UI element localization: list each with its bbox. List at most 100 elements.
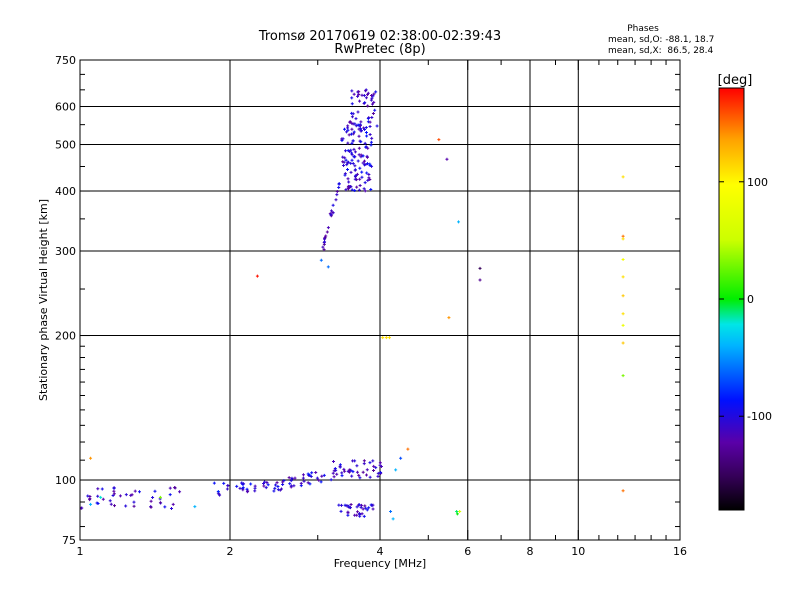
data-point: [340, 137, 344, 141]
data-point: [151, 495, 155, 499]
data-point: [347, 149, 351, 153]
data-point: [352, 130, 356, 134]
data-point: [362, 462, 366, 466]
data-point: [350, 89, 354, 93]
data-point: [170, 506, 174, 510]
data-point: [264, 486, 268, 490]
data-point: [343, 156, 347, 160]
data-point: [346, 128, 350, 132]
data-point: [381, 336, 385, 340]
data-point: [335, 472, 339, 476]
data-point: [370, 102, 374, 106]
data-point: [290, 476, 294, 480]
data-point: [339, 503, 343, 507]
data-point: [350, 153, 354, 157]
data-point: [362, 159, 366, 163]
data-point: [358, 99, 362, 103]
colorbar-tick-label: -100: [747, 410, 772, 423]
data-point: [357, 127, 361, 131]
data-point: [367, 172, 371, 176]
data-point: [266, 483, 270, 487]
data-point: [158, 501, 162, 505]
data-point: [369, 188, 373, 192]
data-point: [357, 90, 361, 94]
y-tick-label: 300: [55, 245, 76, 258]
data-point: [356, 510, 360, 514]
data-point: [332, 469, 336, 473]
data-point: [320, 474, 324, 478]
data-point: [350, 102, 354, 106]
data-point: [281, 480, 285, 484]
data-point: [132, 504, 136, 508]
data-point: [391, 517, 395, 521]
data-point: [132, 500, 136, 504]
data-point: [348, 506, 352, 510]
data-point: [235, 484, 239, 488]
data-point: [310, 471, 314, 475]
data-point: [365, 171, 369, 175]
data-point: [353, 150, 357, 154]
data-point: [358, 476, 362, 480]
data-point: [621, 489, 625, 493]
data-point: [344, 158, 348, 162]
data-point: [325, 230, 329, 234]
data-point: [108, 499, 112, 503]
data-point: [366, 162, 370, 166]
data-point: [289, 479, 293, 483]
data-point: [355, 470, 359, 474]
data-point: [359, 129, 363, 133]
data-point: [357, 146, 361, 150]
data-point: [364, 131, 368, 135]
x-tick-label: 4: [377, 545, 384, 558]
data-point: [262, 484, 266, 488]
data-point: [112, 492, 116, 496]
data-point: [366, 117, 370, 121]
data-point: [365, 473, 369, 477]
data-point: [178, 490, 182, 494]
data-point: [361, 507, 365, 511]
data-point: [168, 493, 172, 497]
data-point: [362, 514, 366, 518]
data-point: [349, 170, 353, 174]
data-point: [355, 464, 359, 468]
data-point: [351, 459, 355, 463]
data-point: [362, 126, 366, 130]
data-point: [355, 513, 359, 517]
data-point: [368, 461, 372, 465]
data-point: [137, 490, 141, 494]
data-point: [340, 471, 344, 475]
data-point: [478, 266, 482, 270]
data-point: [329, 209, 333, 213]
data-point: [455, 512, 459, 516]
data-point: [331, 210, 335, 214]
data-point: [350, 188, 354, 192]
ticks-layer: [79, 59, 681, 541]
data-point: [352, 92, 356, 96]
data-point: [226, 483, 230, 487]
data-point: [287, 476, 291, 480]
data-point: [359, 120, 363, 124]
data-point: [332, 475, 336, 479]
data-point: [341, 155, 345, 159]
data-point: [346, 141, 350, 145]
data-point: [253, 489, 257, 493]
data-point: [378, 463, 382, 467]
data-point: [275, 481, 279, 485]
data-point: [323, 237, 327, 241]
data-point: [361, 154, 365, 158]
data-point: [366, 178, 370, 182]
data-point: [457, 220, 461, 224]
colorbar-ticks-layer: 100 0 -100: [719, 176, 772, 423]
data-point: [354, 124, 358, 128]
data-point: [350, 158, 354, 162]
data-point: [272, 489, 276, 493]
data-point: [376, 471, 380, 475]
data-point: [362, 187, 366, 191]
data-point: [149, 505, 153, 509]
data-point: [225, 487, 229, 491]
data-point: [309, 475, 313, 479]
y-tick-label: 750: [55, 54, 76, 67]
data-point: [301, 473, 305, 477]
data-point: [621, 374, 625, 378]
data-point: [329, 478, 333, 482]
